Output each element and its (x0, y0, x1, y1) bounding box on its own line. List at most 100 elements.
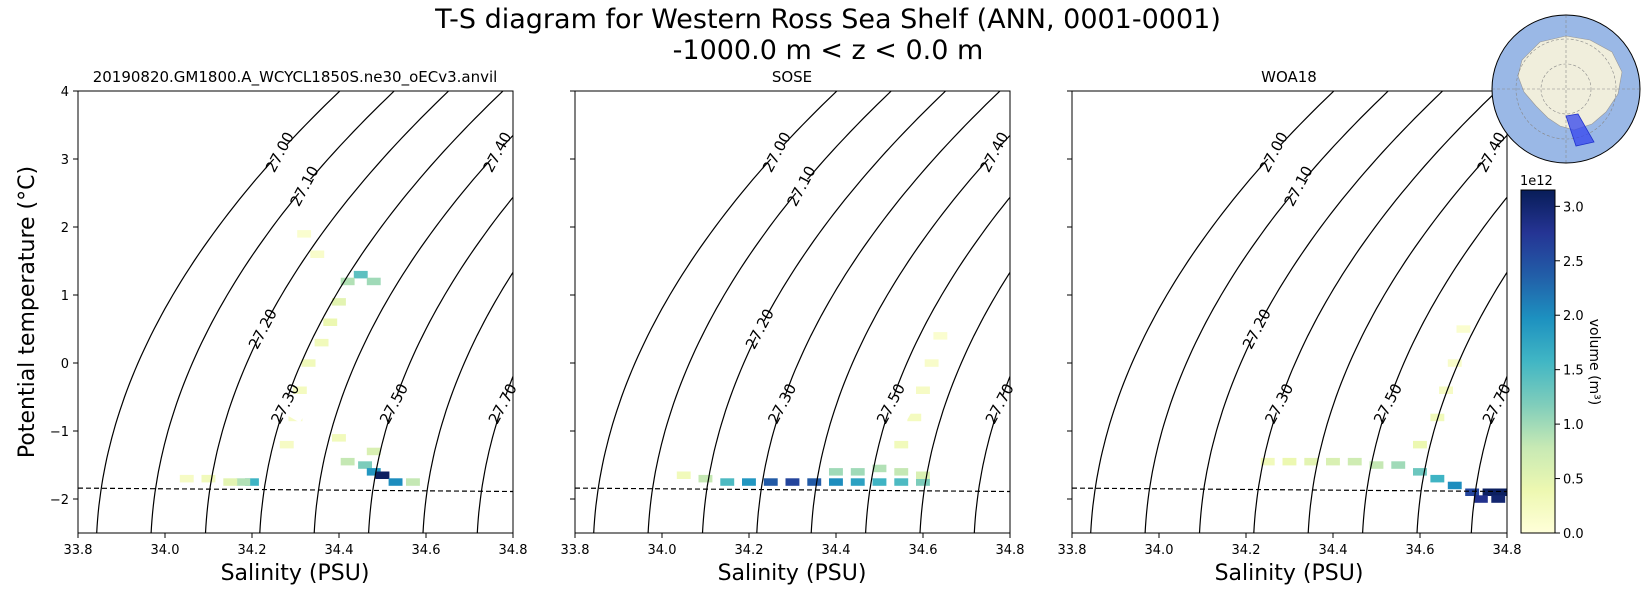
y-tick-label: −1 (50, 425, 69, 440)
freezing-line (78, 488, 513, 491)
y-axis-ticks (1067, 91, 1072, 499)
volume-cell (764, 478, 778, 486)
volume-cell (310, 251, 324, 259)
volume-cell (873, 478, 887, 486)
volume-cell (925, 359, 939, 367)
volume-cell (341, 458, 355, 466)
density-contour (1200, 91, 1443, 533)
volume-cell (1348, 458, 1362, 466)
y-tick-label: 3 (61, 153, 69, 168)
x-tick-label: 34.0 (648, 543, 677, 558)
y-tick-label: 4 (61, 85, 69, 100)
x-tick-label: 34.0 (151, 543, 180, 558)
density-contour (594, 91, 837, 533)
volume-cell (180, 475, 194, 483)
volume-cell (1474, 495, 1488, 503)
volume-cell (1413, 441, 1427, 449)
colorbar: 1e12 0.00.51.01.52.02.53.0 volume (m³) (1520, 174, 1602, 542)
x-tick-label: 34.6 (412, 543, 441, 558)
volume-cell (1457, 325, 1471, 333)
volume-heatmap (180, 230, 420, 486)
volume-cell (1491, 495, 1505, 503)
y-axis-label: Potential temperature (°C) (15, 166, 40, 458)
volume-cell (829, 478, 843, 486)
volume-cell (677, 472, 691, 480)
colorbar-label: volume (m³) (1586, 319, 1602, 406)
volume-cell (302, 359, 316, 367)
volume-cell (358, 461, 372, 469)
volume-cell (1283, 458, 1297, 466)
volume-cell (389, 478, 403, 486)
x-tick-label: 34.6 (909, 543, 938, 558)
volume-cell (851, 468, 865, 476)
density-contour (811, 91, 1054, 533)
volume-cell (933, 332, 947, 340)
volume-cell (894, 441, 908, 449)
volume-cell (1448, 482, 1462, 490)
y-tick-label: 1 (61, 289, 69, 304)
freezing-line (575, 488, 1010, 491)
panel-title-sose: SOSE (772, 68, 812, 86)
colorbar-gradient (1521, 190, 1555, 533)
density-contour (1029, 91, 1272, 533)
x-tick-label: 34.2 (735, 543, 764, 558)
x-axis-label: Salinity (PSU) (1215, 561, 1364, 586)
panel-title-woa18: WOA18 (1261, 68, 1317, 86)
volume-cell (315, 339, 329, 347)
x-tick-label: 34.4 (1319, 543, 1348, 558)
volume-cell (742, 478, 756, 486)
density-contour (423, 91, 666, 533)
x-tick-label: 33.8 (1058, 543, 1087, 558)
density-contour (1308, 91, 1551, 533)
x-tick-label: 34.2 (238, 543, 267, 558)
volume-cell (786, 478, 800, 486)
x-tick-label: 34.8 (1493, 543, 1522, 558)
x-tick-label: 34.8 (499, 543, 528, 558)
volume-cell (297, 230, 311, 238)
volume-cell (1326, 458, 1340, 466)
volume-cell (236, 478, 250, 486)
volume-cell (406, 478, 420, 486)
volume-cell (1465, 489, 1479, 497)
volume-cell (367, 278, 381, 286)
volume-cell (1304, 458, 1318, 466)
volume-cell (323, 319, 337, 327)
volume-cell (376, 472, 390, 480)
volume-cell (332, 434, 346, 442)
volume-cell (699, 475, 713, 483)
colorbar-tick-label: 3.0 (1563, 200, 1584, 215)
colorbar-tick-label: 2.0 (1563, 309, 1584, 324)
volume-cell (202, 475, 216, 483)
colorbar-tick-label: 0.5 (1563, 473, 1584, 488)
volume-cell (1483, 489, 1497, 497)
density-contour (314, 91, 557, 533)
volume-cell (367, 448, 381, 456)
colorbar-exponent: 1e12 (1520, 174, 1553, 189)
inset-polar-map (1492, 15, 1640, 163)
volume-cell (829, 468, 843, 476)
x-axis-label: Salinity (PSU) (221, 561, 370, 586)
figure-title: T-S diagram for Western Ross Sea Shelf (… (434, 4, 1221, 35)
volume-cell (851, 478, 865, 486)
freezing-line (1072, 488, 1507, 491)
volume-cell (1496, 489, 1510, 497)
colorbar-tick-label: 1.0 (1563, 418, 1584, 433)
y-tick-label: −2 (50, 493, 69, 508)
x-tick-label: 34.8 (996, 543, 1025, 558)
colorbar-tick-label: 1.5 (1563, 364, 1584, 379)
density-contour (920, 91, 1163, 533)
colorbar-ticks: 0.00.51.01.52.02.53.0 (1555, 200, 1584, 542)
x-tick-label: 34.4 (325, 543, 354, 558)
x-tick-label: 34.4 (822, 543, 851, 558)
panel-title-model: 20190820.GM1800.A_WCYCL1850S.ne30_oECv3.… (93, 68, 498, 87)
x-tick-label: 34.6 (1406, 543, 1435, 558)
colorbar-tick-label: 2.5 (1563, 255, 1584, 270)
volume-cell (916, 472, 930, 480)
